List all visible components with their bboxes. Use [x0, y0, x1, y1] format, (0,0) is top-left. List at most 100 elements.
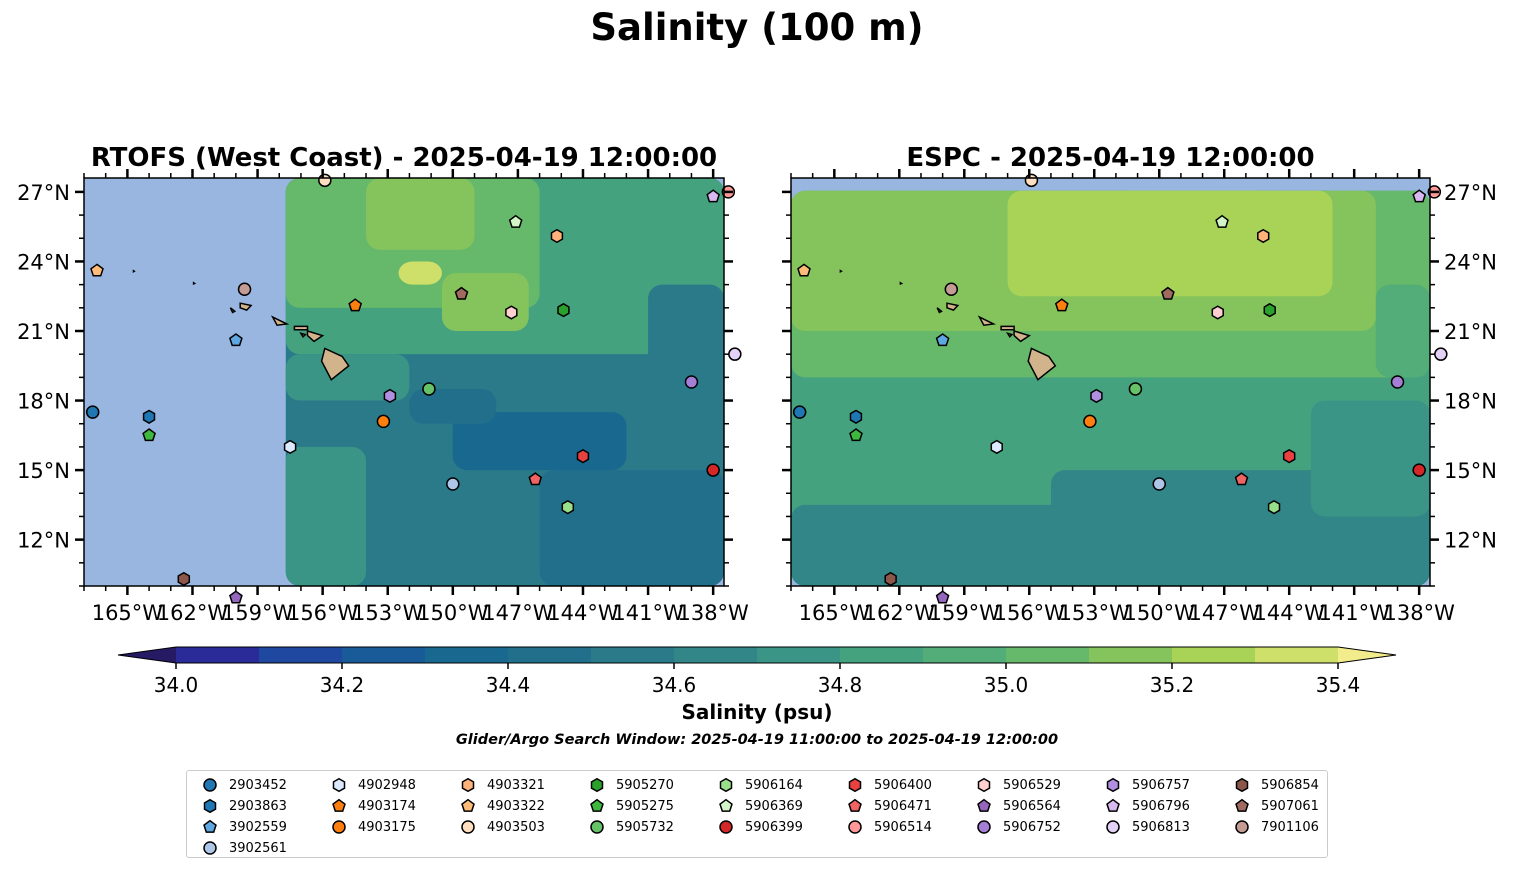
colorbar-segment	[757, 647, 841, 663]
x-tick-label: 162°W	[157, 601, 229, 625]
legend-item-7901106: 7901106	[1233, 817, 1319, 837]
x-tick-label: 147°W	[1189, 601, 1261, 625]
legend-label: 5906564	[1003, 798, 1061, 814]
x-tick-label: 153°W	[352, 601, 424, 625]
legend-label: 4903322	[487, 798, 545, 814]
legend-item-5905275: 5905275	[588, 796, 674, 816]
legend-label: 5905270	[616, 777, 674, 793]
float-marker-5906471	[528, 472, 543, 486]
x-tick-label: 144°W	[547, 601, 619, 625]
colorbar-segment	[923, 647, 1007, 663]
float-marker-5906529	[1211, 305, 1224, 320]
colorbar-extend-low	[118, 647, 176, 663]
legend-marker-circle-icon	[1106, 820, 1120, 834]
y-tick-label: 24°N	[1444, 250, 1497, 274]
colorbar-segment	[840, 647, 924, 663]
legend-marker	[848, 777, 862, 793]
legend-marker-hexagon-icon	[1235, 777, 1249, 793]
x-tick-label: 144°W	[1254, 601, 1326, 625]
legend-item-4903322: 4903322	[459, 796, 545, 816]
legend-item-5906752: 5906752	[975, 817, 1061, 837]
legend-item-4903321: 4903321	[459, 775, 545, 795]
legend-marker	[719, 820, 733, 834]
salinity-field-block	[1115, 190, 1268, 239]
y-tick-label: 27°N	[1444, 181, 1497, 205]
legend-marker	[203, 778, 217, 792]
float-marker-2903863	[142, 409, 156, 424]
legend-item-5905270: 5905270	[588, 775, 674, 795]
colorbar-tick-label: 35.2	[1150, 673, 1195, 697]
float-marker-5907061	[1161, 286, 1175, 300]
axes-frame	[83, 177, 725, 587]
legend-marker	[332, 820, 346, 834]
island-maui	[306, 329, 325, 343]
colorbar-segment	[259, 647, 343, 663]
legend-marker-circle-icon	[848, 820, 862, 834]
colorbar-tick-label: 34.4	[486, 673, 531, 697]
legend-label: 5906514	[874, 819, 932, 835]
colorbar-segment	[425, 647, 509, 663]
float-marker-2903863	[849, 409, 863, 424]
float-marker-3902559	[229, 333, 243, 347]
float-marker-4903174	[348, 298, 363, 312]
island-niihau	[229, 307, 237, 314]
legend-marker-pentagon-icon	[590, 798, 604, 812]
legend-marker-circle-icon	[461, 820, 475, 834]
legend-label: 4903174	[358, 798, 416, 814]
float-marker-4903503	[318, 173, 332, 188]
legend-marker-pentagon-icon	[848, 798, 862, 812]
float-marker-4903175	[1083, 414, 1097, 429]
colorbar-extend-high	[1338, 647, 1396, 663]
legend-label: 4902948	[358, 777, 416, 793]
legend-label: 2903452	[229, 777, 287, 793]
island-nihoa	[192, 281, 197, 286]
float-marker-5906529	[505, 305, 518, 320]
float-marker-5906752	[684, 375, 699, 389]
y-tick-label: 21°N	[1444, 320, 1497, 344]
legend-label: 4903321	[487, 777, 545, 793]
colorbar-label: Salinity (psu)	[681, 700, 833, 724]
legend-marker	[590, 820, 604, 834]
legend-marker-hexagon-icon	[203, 798, 217, 814]
legend-marker	[203, 819, 217, 833]
legend-marker	[1106, 798, 1120, 812]
rtofs-panel-title: RTOFS (West Coast) - 2025-04-19 12:00:00	[90, 143, 718, 173]
legend-marker-pentagon-icon	[1235, 798, 1249, 812]
x-tick-label: 138°W	[677, 601, 749, 625]
legend-item-2903452: 2903452	[201, 775, 287, 795]
salinity-field-block	[441, 273, 529, 331]
x-tick-label: 147°W	[482, 601, 554, 625]
legend-marker	[590, 777, 604, 793]
legend-label: 5905732	[616, 819, 674, 835]
legend-label: 2903863	[229, 798, 287, 814]
float-marker-5905732	[1128, 382, 1143, 396]
colorbar: 34.0 34.2 34.4 34.6 34.8 35.0 35.2 35.4	[117, 646, 1397, 697]
y-tick-label: 12°N	[1444, 529, 1497, 553]
legend-item-5907061: 5907061	[1233, 796, 1319, 816]
legend-label: 5906369	[745, 798, 803, 814]
island-hawaii	[1027, 347, 1057, 381]
legend-marker-pentagon-icon	[461, 798, 475, 812]
legend-label: 5906796	[1132, 798, 1190, 814]
salinity-field-block	[366, 178, 475, 250]
island-maui	[1013, 329, 1032, 343]
salinity-field-block	[1310, 400, 1430, 517]
x-tick-label: 165°W	[92, 601, 164, 625]
x-tick-label: 150°W	[1124, 601, 1196, 625]
legend-marker-hexagon-icon	[590, 777, 604, 793]
colorbar-segment	[508, 647, 592, 663]
float-marker-7901106	[944, 282, 959, 297]
legend-label: 7901106	[1261, 819, 1319, 835]
legend-marker-circle-icon	[332, 820, 346, 834]
float-marker-5906854	[177, 571, 191, 587]
island-oahu	[977, 315, 997, 327]
float-marker-5906813	[728, 347, 742, 361]
float-marker-4903175	[376, 414, 391, 429]
float-marker-5906757	[1090, 388, 1103, 404]
legend-item-5906796: 5906796	[1104, 796, 1190, 816]
legend-item-5906757: 5906757	[1104, 775, 1190, 795]
legend-item-4902948: 4902948	[330, 775, 416, 795]
legend-item-5906564: 5906564	[975, 796, 1061, 816]
colorbar-segment	[1172, 647, 1256, 663]
colorbar-tick-label: 35.4	[1316, 673, 1361, 697]
